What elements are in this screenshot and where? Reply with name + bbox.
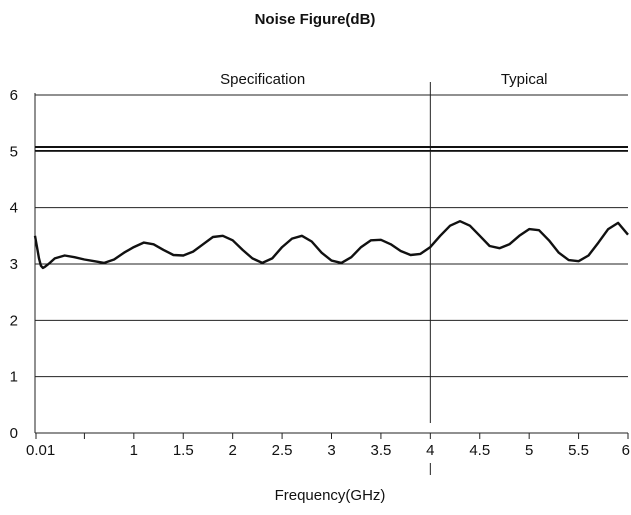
gridlines [35, 94, 628, 378]
x-tick-label: 3 [327, 442, 335, 459]
y-tick-labels: 0 1 2 3 4 5 6 [10, 87, 18, 442]
x-tick-labels: 0.01 1 1.5 2 2.5 3 3.5 4 4.5 5 5.5 6 [26, 442, 630, 459]
x-tick-label: 0.01 [26, 442, 55, 459]
x-tick-label: 6 [622, 442, 630, 459]
axes [34, 93, 629, 439]
y-tick-label: 3 [10, 256, 18, 273]
x-tick-label: 2.5 [272, 442, 293, 459]
y-tick-label: 2 [10, 312, 18, 329]
series-line [33, 220, 629, 270]
x-tick-label: 4.5 [469, 442, 490, 459]
x-axis-label: Frequency(GHz) [275, 487, 386, 504]
x-tick-label: 1.5 [173, 442, 194, 459]
x-tick-label: 4 [426, 442, 434, 459]
x-tick-label: 5 [525, 442, 533, 459]
x-tick-label: 3.5 [370, 442, 391, 459]
region-label: Typical [501, 71, 548, 88]
series-group [33, 220, 629, 270]
y-tick-label: 4 [10, 200, 18, 217]
chart-title: Noise Figure(dB) [255, 11, 376, 28]
y-tick-label: 0 [10, 425, 18, 442]
x-tick-label: 2 [228, 442, 236, 459]
y-tick-label: 6 [10, 87, 18, 104]
x-tick-label: 1 [130, 442, 138, 459]
x-tick-label: 5.5 [568, 442, 589, 459]
region-label: Specification [220, 71, 305, 88]
reference-line-group [35, 146, 628, 152]
y-tick-label: 1 [10, 369, 18, 386]
regions: Specification Typical [220, 71, 548, 475]
y-tick-label: 5 [10, 143, 18, 160]
